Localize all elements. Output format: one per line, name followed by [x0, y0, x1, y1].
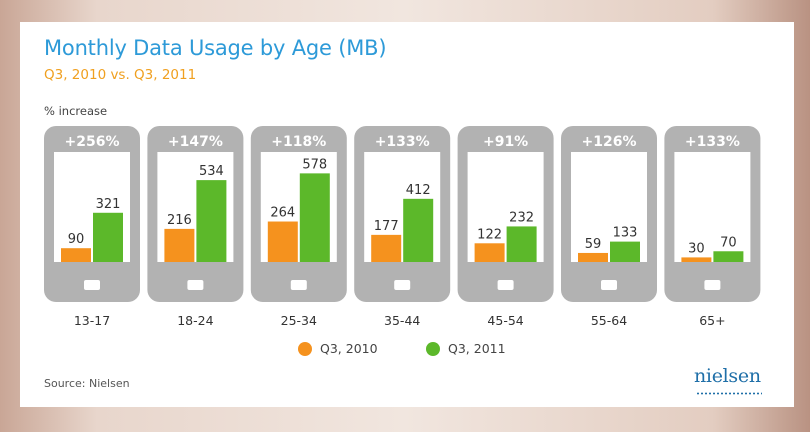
bar — [61, 248, 91, 262]
increase-label: +118% — [271, 134, 326, 150]
data-label: 412 — [406, 183, 431, 198]
data-label: 177 — [374, 219, 399, 234]
category-label: 45-54 — [487, 313, 523, 328]
increase-label: +126% — [582, 134, 637, 150]
category-label: 35-44 — [384, 313, 420, 328]
bar — [267, 221, 298, 262]
data-label: 70 — [720, 235, 737, 250]
category-label: 55-64 — [591, 313, 627, 328]
bar — [578, 252, 608, 262]
phone-home-button — [704, 280, 721, 290]
data-label: 534 — [199, 164, 224, 179]
category-label: 13-17 — [74, 313, 110, 328]
data-label: 216 — [167, 213, 192, 228]
source-note: Source: Nielsen — [44, 377, 130, 390]
phone-home-button — [394, 280, 411, 290]
data-label: 90 — [68, 232, 85, 247]
increase-label: +147% — [168, 134, 223, 150]
phone-home-button — [84, 280, 100, 290]
phone-home-button — [187, 280, 204, 290]
data-label: 30 — [688, 241, 705, 256]
increase-label: +133% — [375, 134, 430, 150]
bar — [196, 180, 227, 262]
bar — [164, 228, 195, 262]
bar — [681, 257, 712, 262]
data-label: 232 — [509, 210, 534, 225]
category-label: 25-34 — [281, 313, 317, 328]
phone-home-button — [601, 280, 617, 290]
chart-title: Monthly Data Usage by Age (MB) — [44, 36, 387, 60]
bar — [299, 173, 330, 262]
category-label: 65+ — [699, 313, 725, 328]
increase-label: +133% — [685, 134, 740, 150]
percent-increase-label: % increase — [44, 104, 108, 118]
legend-label-2010: Q3, 2010 — [320, 341, 378, 356]
data-label: 321 — [96, 197, 121, 212]
bar — [506, 226, 537, 262]
bar — [610, 241, 640, 262]
phone-home-button — [497, 280, 514, 290]
bar — [474, 243, 505, 262]
nielsen-logo: nielsen — [694, 365, 761, 387]
bar — [403, 198, 434, 262]
data-label: 578 — [302, 157, 327, 172]
legend-label-2011: Q3, 2011 — [448, 341, 506, 356]
bar — [93, 212, 123, 262]
category-label: 18-24 — [177, 313, 213, 328]
chart-subtitle: Q3, 2010 vs. Q3, 2011 — [44, 67, 197, 83]
logo-dots — [696, 392, 762, 395]
phone-screen — [674, 152, 751, 262]
data-label: 264 — [270, 206, 295, 221]
data-label: 133 — [613, 226, 638, 241]
data-label: 59 — [585, 237, 602, 252]
data-label: 122 — [477, 227, 502, 242]
increase-label: +256% — [65, 134, 120, 150]
bar — [371, 234, 402, 262]
legend-swatch-2011 — [426, 342, 440, 356]
bar — [713, 251, 744, 262]
phone-home-button — [290, 280, 307, 290]
increase-label: +91% — [483, 134, 528, 150]
legend-swatch-2010 — [298, 342, 312, 356]
